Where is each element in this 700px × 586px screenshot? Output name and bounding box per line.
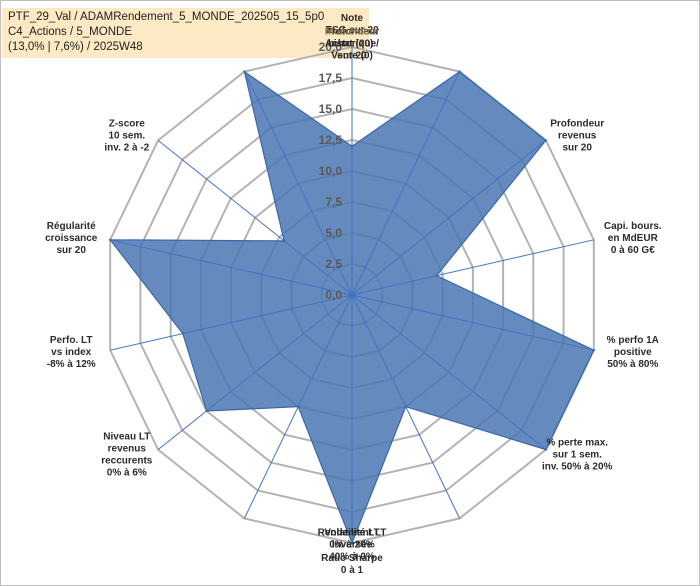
- tick-label-1: 2,5: [325, 257, 342, 271]
- tick-label-4: 10,0: [319, 164, 343, 178]
- data-point-13: [282, 239, 286, 243]
- data-point-9: [297, 405, 300, 408]
- axis-label-5-line-2: positive: [614, 347, 652, 358]
- axis-label-7-line-1: Volatilité LT: [324, 528, 379, 539]
- data-point-8: [350, 541, 354, 545]
- axis-spoke-11: [110, 294, 353, 351]
- chart-title-line-3: (13,0% | 7,6%) / 2025W48: [8, 41, 143, 53]
- axis-label-5: % perfo 1A positive 50% à 80%: [607, 335, 659, 370]
- axis-spoke-3: [351, 140, 547, 296]
- axis-label-3: Profondeur revenus sur 20: [550, 118, 604, 153]
- axis-label-14-line-2: Achat (20) /: [325, 38, 379, 49]
- axis-spoke-14: [243, 71, 353, 296]
- axis-label-1-line-1: Note: [341, 13, 364, 24]
- axis-label-11-line-3: -8% à 12%: [47, 359, 96, 370]
- axis-spoke-5: [351, 294, 594, 351]
- axis-label-5-line-3: 50% à 80%: [607, 359, 658, 370]
- data-point-1: [350, 145, 354, 148]
- axis-label-9: Rendement LT 0% à 20%: [318, 528, 387, 551]
- axis-label-4-line-2: en MdEUR: [608, 233, 659, 244]
- tick-label-6: 15,0: [319, 102, 343, 116]
- axis-label-4: Capi. bours. en MdEUR 0 à 60 G€: [604, 221, 662, 256]
- axis-label-2-line-1: Profondeur: [325, 26, 379, 37]
- axis-label-10: Niveau LT revenus reccurents 0% à 6%: [101, 432, 153, 479]
- axis-label-11-line-2: vs index: [51, 347, 91, 358]
- axis-label-12-line-3: sur 20: [56, 245, 86, 256]
- axis-label-12-line-1: Régularité: [47, 221, 96, 232]
- axis-spoke-4: [351, 239, 594, 296]
- axis-label-13-line-1: Z-score: [109, 118, 146, 129]
- axis-label-7-line-2: inversée: [332, 540, 373, 551]
- tick-label-0: 0,0: [325, 288, 342, 302]
- axis-label-6-line-1: % perte max.: [546, 438, 608, 449]
- axis-label-9-line-2: 0% à 20%: [329, 540, 375, 551]
- axis-spoke-6: [351, 294, 547, 450]
- axis-spoke-2: [351, 71, 461, 296]
- tick-label-2: 5,0: [325, 226, 342, 240]
- axis-label-6: % perte max. sur 1 sem. inv. 50% à 20%: [542, 438, 613, 473]
- axis-label-12-line-2: croissance: [45, 233, 98, 244]
- axis-label-6-line-2: sur 1 sem.: [552, 450, 602, 461]
- data-point-12: [109, 238, 112, 241]
- axis-label-3-line-2: revenus: [558, 130, 597, 141]
- data-point-2: [458, 70, 461, 73]
- axis-label-11-line-1: Perfo. LT: [50, 335, 93, 346]
- axis-label-10-line-4: 0% à 6%: [107, 468, 147, 479]
- axis-label-12: Régularité croissance sur 20: [45, 221, 98, 256]
- data-point-14: [243, 70, 246, 73]
- axis-label-13-line-3: inv. 2 à -2: [104, 142, 149, 153]
- axis-label-3-line-3: sur 20: [562, 142, 592, 153]
- axis-label-4-line-3: 0 à 60 G€: [611, 245, 655, 256]
- axis-label-10-line-1: Niveau LT: [103, 432, 150, 443]
- data-point-5: [592, 349, 595, 352]
- data-point-4: [435, 274, 438, 277]
- axis-label-7: Volatilité LT inversée 40% à 0%: [324, 528, 379, 563]
- axis-label-14-line-3: Vente (0): [331, 50, 373, 61]
- axis-label-3-line-1: Profondeur: [550, 118, 604, 129]
- axis-label-11: Perfo. LT vs index -8% à 12%: [47, 335, 96, 370]
- axis-label-5-line-1: % perfo 1A: [607, 335, 659, 346]
- axis-label-1-line-2: ESG sur 20: [325, 25, 379, 36]
- axis-label-7-line-3: 40% à 0%: [329, 552, 375, 563]
- axis-label-10-line-3: reccurents: [101, 456, 153, 467]
- data-point-6: [544, 448, 548, 451]
- data-point-10: [205, 409, 208, 413]
- axis-label-14: Momentum Achat (20) / Vente (0): [325, 26, 379, 61]
- data-point-3: [544, 139, 548, 142]
- chart-title-line-2: C4_Actions / 5_MONDE: [8, 26, 132, 38]
- data-point-7: [404, 405, 407, 408]
- axis-label-8-line-2: 0 à 1: [341, 565, 364, 576]
- tick-label-7: 17,5: [319, 71, 343, 85]
- tick-label-3: 7,5: [325, 195, 342, 209]
- axis-label-6-line-3: inv. 50% à 20%: [542, 462, 613, 473]
- axis-label-8-line-1: Ratio Sharpe: [321, 553, 383, 564]
- chart-title-line-1: PTF_29_Val / ADAMRendement_5_MONDE_20250…: [8, 11, 325, 23]
- axis-spoke-12: [110, 239, 353, 296]
- axis-label-13: Z-score 10 sem. inv. 2 à -2: [104, 118, 149, 153]
- axis-label-1: Note ESG sur 20: [325, 13, 379, 36]
- axis-spoke-13: [157, 140, 353, 296]
- axis-label-2-line-3: sur 20: [337, 50, 367, 61]
- tick-label-8: 20,0: [319, 40, 343, 54]
- axis-label-10-line-2: revenus: [108, 444, 147, 455]
- axis-label-8: Ratio Sharpe 0 à 1: [321, 553, 383, 576]
- chart-title-box: PTF_29_Val / ADAMRendement_5_MONDE_20250…: [2, 8, 369, 58]
- data-point-11: [181, 332, 184, 335]
- tick-label-5: 12,5: [319, 133, 343, 147]
- axis-label-2-line-2: historique: [328, 38, 377, 49]
- axis-label-14-line-1: Momentum: [325, 26, 378, 37]
- axis-label-13-line-2: 10 sem.: [108, 130, 145, 141]
- axis-label-4-line-1: Capi. bours.: [604, 221, 662, 232]
- axis-label-2: Profondeur historique sur 20: [325, 26, 379, 61]
- axis-label-9-line-1: Rendement LT: [318, 528, 387, 539]
- axis-spoke-10: [157, 294, 353, 450]
